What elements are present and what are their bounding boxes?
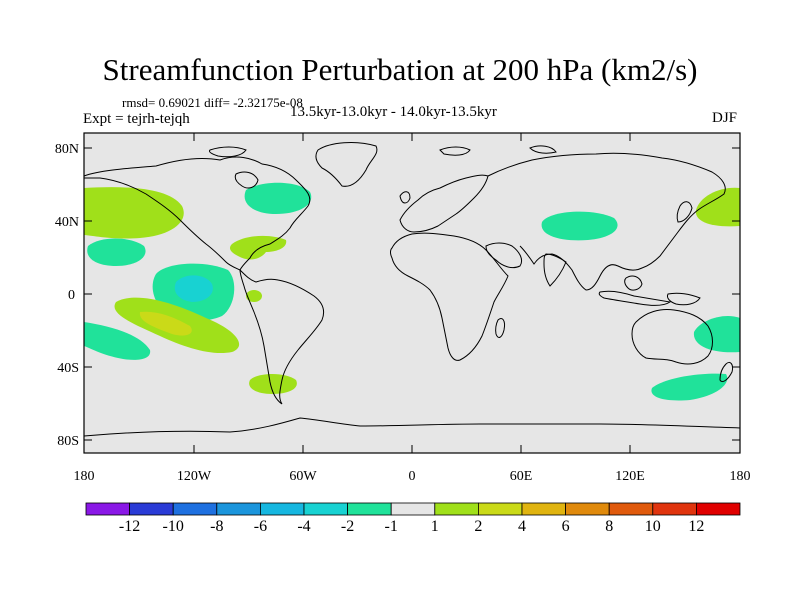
stats-label: rmsd= 0.69021 diff= -2.32175e-08 [122,95,303,110]
coast-hudson-bay [234,171,259,189]
colorbar-swatch [696,502,741,516]
lon-label-120e: 120E [615,469,645,484]
coastlines [83,142,741,437]
coast-asia [487,152,726,291]
lon-label-180w: 180 [74,469,95,484]
anomaly-ssa [249,374,297,394]
colorbar-swatch [347,502,392,516]
anomaly-np-east [695,187,740,227]
coast-south-america [239,269,325,405]
anomaly-np-subtrop [87,238,146,266]
colorbar-label: -8 [210,518,223,535]
experiment-label: Expt = tejrh-tejqh [83,111,190,127]
lon-label-120w: 120W [177,469,212,484]
coast-arabia [485,242,523,269]
colorbar-swatch [85,502,130,516]
anomaly-au-east [693,315,740,353]
colorbar-swatch [434,502,479,516]
anomaly-sp-inner [139,311,192,336]
colorbar-swatch [521,502,566,516]
colorbar-label: 6 [562,518,570,535]
anomaly-south-nz [651,373,728,401]
coast-arctic-islands [209,145,557,158]
coast-indonesia [598,290,672,306]
lat-label-40n: 40N [55,215,79,230]
colorbar-swatch [390,502,436,516]
anomaly-fields [84,182,740,401]
anomaly-na-east [244,182,312,214]
anomaly-peru [246,290,262,302]
colorbar-swatch [477,502,523,516]
coast-new-guinea [667,292,701,306]
anomaly-eq-pacific-inner [174,275,213,302]
colorbar-swatch [216,502,261,516]
lon-label-60e: 60E [510,469,533,484]
anomaly-central-asia [541,211,618,241]
coast-europe [399,174,489,233]
coast-australia [631,309,713,365]
chart-title: Streamfunction Perturbation at 200 hPa (… [102,52,698,87]
colorbar-label: -12 [119,518,140,535]
colorbar-label: -6 [254,518,267,535]
colorbar-label: -1 [385,518,398,535]
anomaly-np-west [84,187,184,239]
colorbar-label: -2 [341,518,354,535]
colorbar-label: 10 [645,518,661,535]
lat-label-0: 0 [68,288,75,303]
lon-label-180e: 180 [730,469,751,484]
coast-new-zealand [719,361,733,383]
colorbar-swatch [652,502,697,516]
coast-uk [399,191,411,204]
colorbar-swatch [565,502,610,516]
coast-madagascar [495,317,505,338]
colorbar [85,502,741,516]
colorbar-label: -4 [297,518,310,535]
colorbar-label: 8 [605,518,613,535]
colorbar-label: 1 [431,518,439,535]
colorbar-label: -10 [163,518,184,535]
lon-label-0: 0 [409,469,416,484]
season-label: DJF [712,110,738,126]
lat-label-80s: 80S [57,434,79,449]
colorbar-label: 4 [518,518,526,535]
colorbar-swatch [172,502,218,516]
colorbar-label: 2 [474,518,482,535]
coast-india [543,253,567,287]
coast-antarctica [83,417,741,437]
colorbar-label: 12 [688,518,704,535]
coast-africa [390,232,509,361]
anomaly-sp-west [84,322,151,360]
coast-borneo [624,275,643,291]
lat-label-80n: 80N [55,142,79,157]
colorbar-swatch [608,502,654,516]
lon-label-60w: 60W [289,469,317,484]
anomaly-gulf [230,235,287,260]
lat-label-40s: 40S [57,361,79,376]
period-label: 13.5kyr-13.0kyr - 14.0kyr-13.5kyr [290,104,497,120]
colorbar-swatch [303,502,348,516]
colorbar-swatch [129,502,174,516]
coast-north-america [83,156,311,271]
lat-axis [84,147,740,441]
coast-japan [676,201,693,223]
colorbar-labels: -12 -10 -8 -6 -4 -2 -1 1 2 4 6 8 10 12 [119,518,704,535]
lon-axis [193,133,631,453]
colorbar-swatch [259,502,305,516]
coast-greenland [315,142,378,187]
